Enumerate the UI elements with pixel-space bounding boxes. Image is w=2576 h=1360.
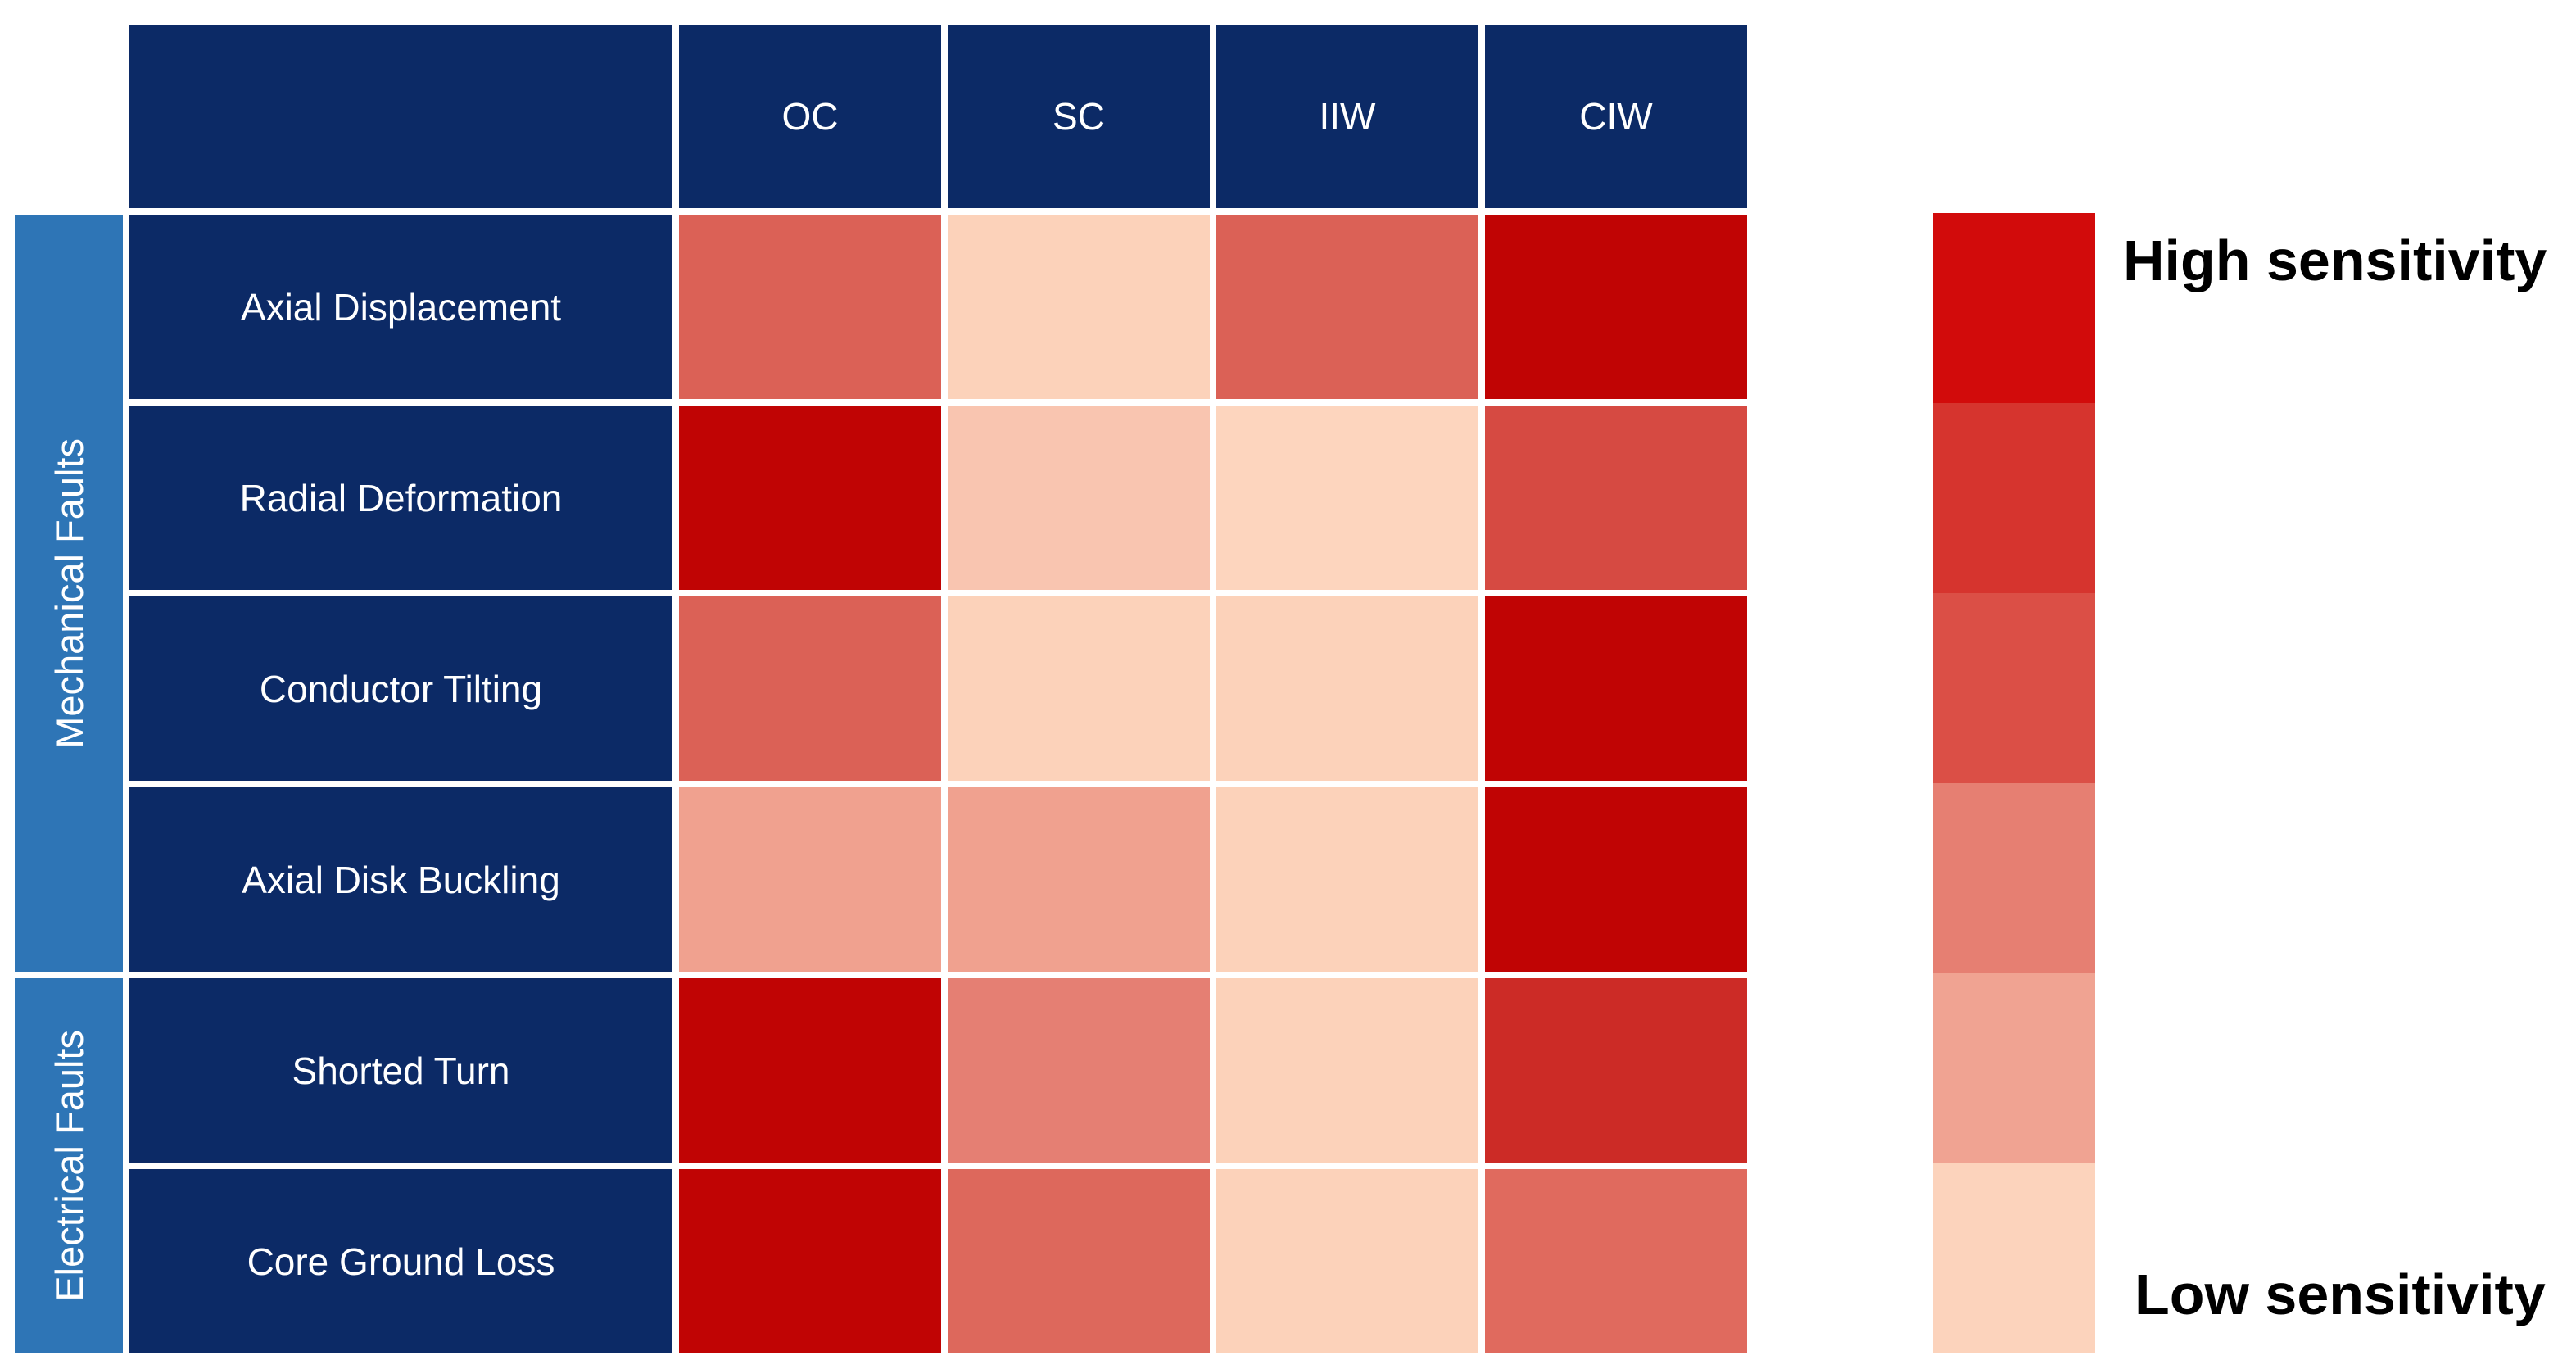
row-label-axial-disk-buckling: Axial Disk Buckling [129, 787, 672, 972]
heatmap-cell [948, 406, 1210, 590]
row-label-axial-displacement: Axial Displacement [129, 215, 672, 399]
heatmap-cell [1216, 406, 1478, 590]
heatmap-cell [1216, 1169, 1478, 1353]
heatmap-cell [1216, 787, 1478, 972]
heatmap-cell [1216, 978, 1478, 1163]
heatmap-cell [948, 787, 1210, 972]
colorbar-segment-3 [1933, 593, 2095, 783]
heatmap-cell [948, 596, 1210, 781]
heatmap-cell [1485, 215, 1747, 399]
column-header-ciw: CIW [1485, 25, 1747, 208]
colorbar-segment-1 [1933, 213, 2095, 403]
colorbar-segment-6 [1933, 1163, 2095, 1353]
column-header-iiw: IIW [1216, 25, 1478, 208]
colorbar-segment-2 [1933, 403, 2095, 593]
sensitivity-colorbar [1933, 213, 2095, 1353]
heatmap-cell [948, 978, 1210, 1163]
group-label-text: Electrical Faults [47, 1030, 91, 1302]
group-label-mechanical-faults: Mechanical Faults [15, 215, 123, 972]
row-label-core-ground-loss: Core Ground Loss [129, 1169, 672, 1353]
heatmap-cell [679, 215, 941, 399]
group-label-text: Mechanical Faults [47, 437, 91, 749]
heatmap-cell [1485, 978, 1747, 1163]
heatmap-cell [1216, 215, 1478, 399]
heatmap-cell [679, 1169, 941, 1353]
heatmap-cell [1216, 596, 1478, 781]
heatmap-cell [679, 596, 941, 781]
corner-cell [129, 25, 672, 208]
heatmap-cell [679, 787, 941, 972]
column-header-sc: SC [948, 25, 1210, 208]
heatmap-cell [679, 406, 941, 590]
colorbar-segment-5 [1933, 973, 2095, 1163]
legend-high-sensitivity-label: High sensitivity [2123, 229, 2547, 292]
heatmap-cell [948, 1169, 1210, 1353]
heatmap-cell [1485, 787, 1747, 972]
heatmap-cell [948, 215, 1210, 399]
colorbar-segment-4 [1933, 783, 2095, 973]
heatmap-cell [1485, 406, 1747, 590]
group-label-electrical-faults: Electrical Faults [15, 978, 123, 1353]
legend-low-sensitivity-label: Low sensitivity [2135, 1263, 2546, 1326]
heatmap-grid: OC SC IIW CIW Mechanical Faults Electrical Fa… [15, 25, 1747, 1353]
row-label-radial-deformation: Radial Deformation [129, 406, 672, 590]
row-label-shorted-turn: Shorted Turn [129, 978, 672, 1163]
column-header-oc: OC [679, 25, 941, 208]
row-label-conductor-tilting: Conductor Tilting [129, 596, 672, 781]
heatmap-cell [1485, 1169, 1747, 1353]
heatmap-cell [1485, 596, 1747, 781]
heatmap-cell [679, 978, 941, 1163]
